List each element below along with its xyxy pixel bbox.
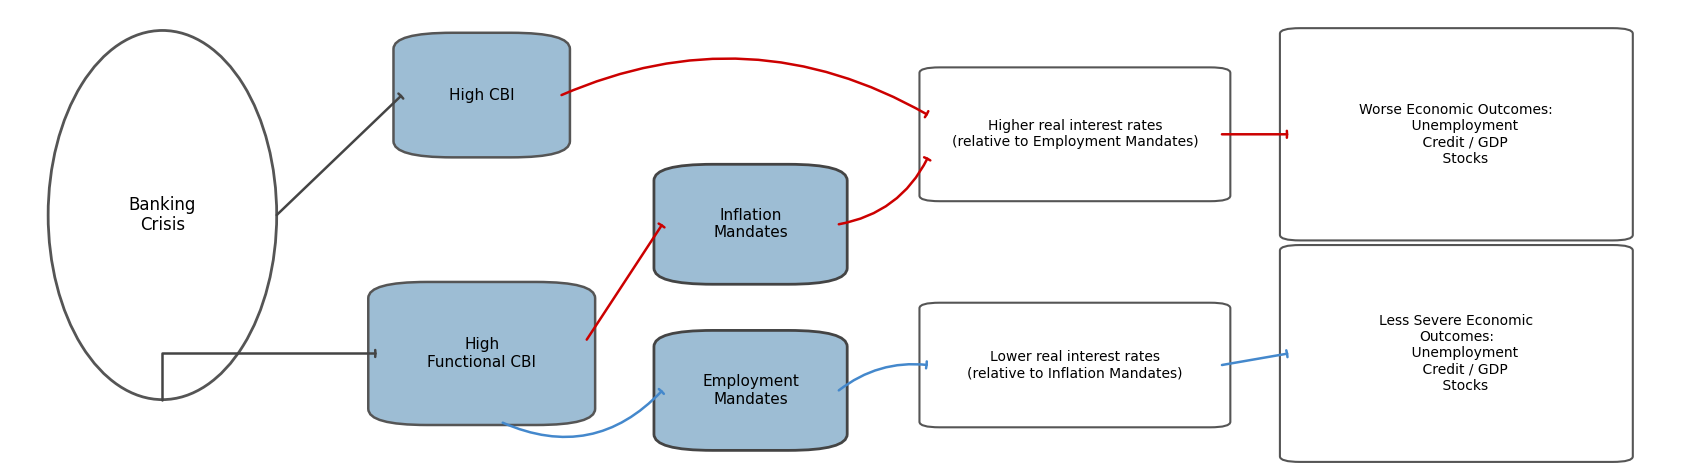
Text: Banking
Crisis: Banking Crisis xyxy=(128,196,196,234)
FancyBboxPatch shape xyxy=(919,67,1231,201)
FancyBboxPatch shape xyxy=(368,282,595,425)
FancyBboxPatch shape xyxy=(654,331,846,450)
FancyBboxPatch shape xyxy=(393,33,570,157)
Text: Higher real interest rates
(relative to Employment Mandates): Higher real interest rates (relative to … xyxy=(951,119,1199,149)
FancyBboxPatch shape xyxy=(654,164,846,284)
FancyBboxPatch shape xyxy=(919,303,1231,427)
Text: Inflation
Mandates: Inflation Mandates xyxy=(713,208,787,241)
Ellipse shape xyxy=(49,30,277,400)
Text: Employment
Mandates: Employment Mandates xyxy=(701,374,799,407)
Text: High
Functional CBI: High Functional CBI xyxy=(427,337,536,370)
FancyBboxPatch shape xyxy=(1280,28,1632,241)
FancyBboxPatch shape xyxy=(1280,245,1632,462)
Text: Less Severe Economic
Outcomes:
    Unemployment
    Credit / GDP
    Stocks: Less Severe Economic Outcomes: Unemploym… xyxy=(1379,314,1534,393)
Text: Lower real interest rates
(relative to Inflation Mandates): Lower real interest rates (relative to I… xyxy=(968,350,1182,380)
Text: Worse Economic Outcomes:
    Unemployment
    Credit / GDP
    Stocks: Worse Economic Outcomes: Unemployment Cr… xyxy=(1359,103,1553,166)
Text: High CBI: High CBI xyxy=(448,88,514,103)
